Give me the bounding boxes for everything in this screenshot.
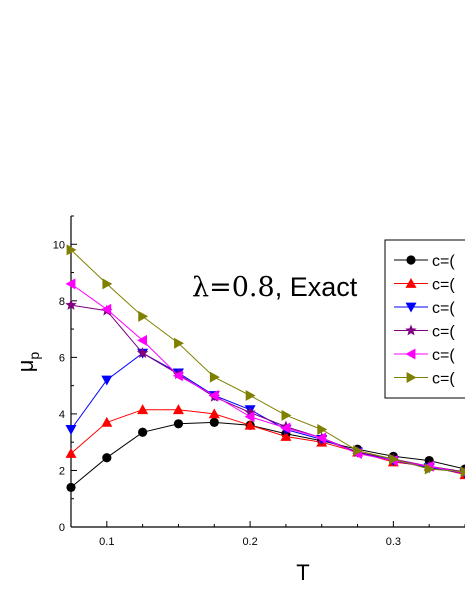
- legend-item: c=(: [394, 371, 455, 388]
- data-point: [208, 390, 219, 402]
- data-point: [101, 303, 112, 315]
- data-point: [66, 482, 76, 493]
- data-point: [174, 337, 184, 349]
- data-point: [244, 411, 255, 423]
- data-point: [65, 447, 77, 458]
- data-point: [460, 466, 465, 478]
- y-tick-label: 4: [59, 409, 65, 421]
- legend-label: c=(: [432, 253, 455, 270]
- legend-box: [384, 239, 465, 399]
- data-point: [388, 453, 399, 465]
- data-point: [138, 310, 149, 322]
- legend-item: c=(: [394, 324, 455, 341]
- annotation-text: , Exact: [275, 272, 358, 302]
- legend: c=( c=( c=( c=( c=( c=(: [384, 239, 465, 399]
- series-1: [66, 417, 465, 493]
- y-tick-label: 6: [59, 352, 65, 364]
- y-tick-label: 8: [59, 296, 65, 308]
- data-point: [172, 370, 183, 382]
- series-2: [65, 404, 465, 480]
- legend-item: c=(: [394, 347, 455, 364]
- data-point: [101, 416, 113, 427]
- data-point: [209, 371, 220, 383]
- data-point: [137, 334, 148, 346]
- legend-label: c=(: [432, 324, 455, 341]
- legend-label: c=(: [432, 371, 455, 388]
- series-line: [70, 249, 465, 473]
- y-tick-label: 10: [53, 239, 65, 251]
- data-point: [66, 244, 77, 256]
- x-tick-label: 0.2: [242, 536, 257, 548]
- data-point: [353, 445, 364, 457]
- legend-label: c=(: [432, 300, 455, 317]
- data-point: [244, 406, 256, 418]
- legend-label: c=(: [432, 277, 455, 294]
- chart-annotation: λ=0.8, Exact: [192, 272, 358, 303]
- data-point: [102, 278, 113, 290]
- y-tick-label: 0: [59, 522, 65, 534]
- data-point: [101, 375, 113, 386]
- series-layer: [65, 244, 465, 493]
- data-point: [65, 299, 77, 310]
- data-point: [406, 255, 416, 265]
- y-axis-title: μp: [13, 352, 42, 373]
- y-axis-title-base: μ: [13, 360, 38, 373]
- data-point: [102, 453, 112, 463]
- y-tick-label: 2: [59, 465, 65, 477]
- legend-item: c=(: [394, 300, 455, 317]
- legend-label: c=(: [432, 347, 455, 364]
- data-point: [405, 278, 417, 288]
- data-point: [281, 409, 292, 421]
- legend-item: c=(: [394, 277, 455, 294]
- series-line: [70, 283, 465, 474]
- data-point: [137, 404, 149, 415]
- x-tick-label: 0.3: [386, 536, 401, 548]
- axes: 0 2 4 6 8 10 0.1 0.2 0.3: [53, 215, 465, 548]
- series-6: [66, 244, 465, 478]
- data-point: [405, 302, 417, 313]
- data-point: [406, 372, 417, 383]
- x-axis-title: T: [296, 560, 309, 585]
- data-point: [316, 432, 327, 444]
- series-line: [70, 421, 465, 488]
- data-point: [65, 425, 77, 435]
- x-tick-label: 0.1: [99, 536, 114, 548]
- data-point: [209, 417, 219, 427]
- annotation-symbol: λ=0.8: [192, 272, 275, 303]
- data-point: [424, 463, 435, 475]
- data-point: [65, 278, 76, 290]
- data-point: [280, 431, 292, 441]
- data-point: [405, 348, 416, 360]
- data-point: [280, 422, 291, 434]
- series-line: [70, 409, 465, 476]
- data-point: [208, 408, 220, 419]
- data-point: [172, 404, 184, 415]
- y-axis-title-sub: p: [26, 352, 42, 360]
- data-point: [138, 427, 148, 437]
- data-point: [317, 423, 328, 435]
- data-point: [244, 419, 256, 430]
- data-point: [405, 324, 417, 336]
- data-point: [245, 390, 256, 402]
- legend-item: c=(: [394, 253, 455, 270]
- data-point: [136, 347, 149, 358]
- data-point: [173, 419, 184, 429]
